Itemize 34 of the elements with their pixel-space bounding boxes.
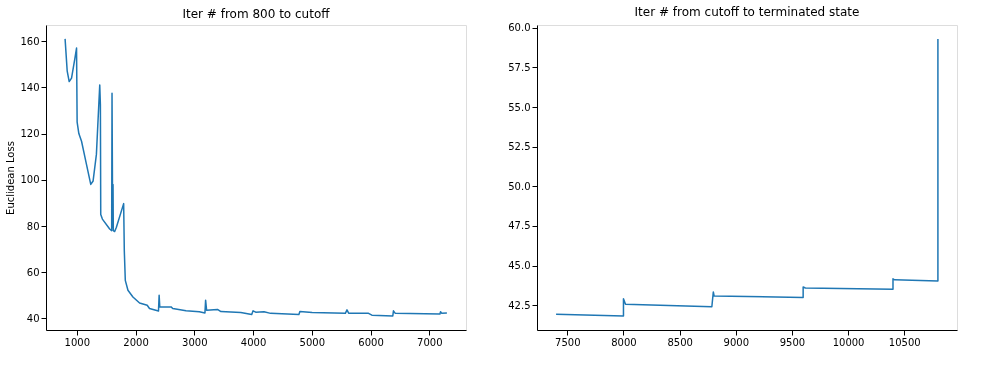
x-tick-label: 7500: [555, 336, 581, 348]
y-tick-label: 42.5: [508, 299, 531, 311]
y-tick-label: 50.0: [508, 180, 531, 192]
y-axis-title: Euclidean Loss: [5, 141, 17, 215]
y-tick-label: 100: [20, 174, 40, 186]
x-tick-label: 9500: [779, 336, 806, 348]
x-tick-label: 5000: [299, 336, 326, 348]
x-tick-label: 10000: [832, 336, 865, 348]
x-tick-label: 6000: [358, 336, 384, 348]
line-series: [64, 38, 448, 317]
y-tick-label: 160: [20, 35, 40, 47]
chart-title: Iter # from cutoff to terminated state: [634, 4, 860, 19]
y-tick-label: 47.5: [508, 220, 531, 232]
x-tick-label: 4000: [240, 336, 267, 348]
y-tick-label: 60: [26, 266, 40, 278]
y-tick-label: 40: [26, 312, 40, 324]
chart-title: Iter # from 800 to cutoff: [182, 7, 331, 21]
x-tick-label: 3000: [182, 336, 208, 348]
y-tick-label: 120: [20, 128, 40, 140]
line-series: [555, 38, 939, 317]
x-tick-label: 10500: [888, 336, 921, 348]
y-tick-label: 57.5: [508, 61, 531, 73]
y-tick-label: 60.0: [508, 22, 531, 34]
y-tick-label: 52.5: [508, 141, 531, 153]
y-tick-label: 140: [20, 81, 40, 93]
x-tick-label: 8000: [611, 336, 637, 348]
y-tick-label: 55.0: [508, 101, 531, 113]
x-tick-label: 2000: [123, 336, 149, 348]
x-tick-label: 9000: [723, 336, 749, 348]
x-tick-label: 8500: [667, 336, 693, 348]
x-tick-label: 1000: [64, 336, 91, 348]
y-tick-label: 45.0: [508, 260, 531, 272]
x-tick-label: 7000: [417, 336, 443, 348]
y-tick-label: 80: [26, 220, 40, 232]
